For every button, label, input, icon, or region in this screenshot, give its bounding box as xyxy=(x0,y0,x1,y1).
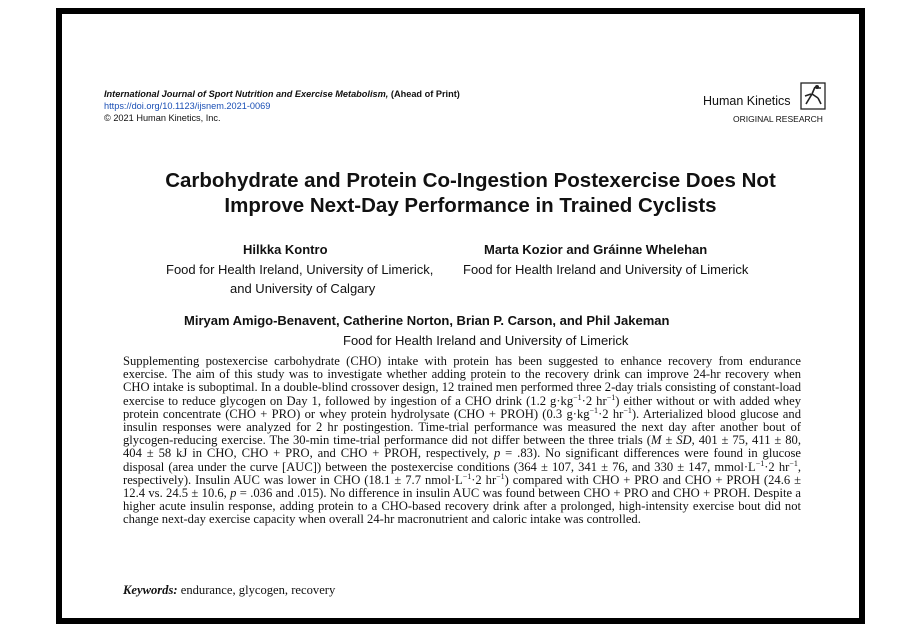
doi-link[interactable]: https://doi.org/10.1123/ijsnem.2021-0069 xyxy=(104,101,271,111)
author: Miryam Amigo-Benavent, Catherine Norton,… xyxy=(184,313,670,328)
superscript: −1 xyxy=(589,405,599,415)
keywords-label: Keywords: xyxy=(123,583,178,597)
title-line: Carbohydrate and Protein Co-Ingestion Po… xyxy=(165,169,776,192)
title-line: Improve Next-Day Performance in Trained … xyxy=(224,194,717,217)
text: ·2 hr xyxy=(764,459,790,474)
affiliation: Food for Health Ireland and University o… xyxy=(343,333,629,348)
page-frame xyxy=(56,8,865,624)
text: , 401 ± 75, 411 ± 80, 404 ± 58 kJ in CHO… xyxy=(123,433,802,461)
affiliation: Food for Health Ireland and University o… xyxy=(463,262,749,277)
text: ·2 hr xyxy=(471,472,497,487)
author: Marta Kozior and Gráinne Whelehan xyxy=(484,242,708,257)
superscript: −1 xyxy=(573,392,582,402)
text: ·2 hr xyxy=(598,406,624,421)
italic: M ± SD xyxy=(650,433,692,448)
text: ·2 hr xyxy=(581,393,607,408)
text: , respectively). Insulin AUC was lower i… xyxy=(123,459,801,487)
publisher: Human Kinetics xyxy=(703,94,791,108)
keywords-text: endurance, glycogen, recovery xyxy=(180,583,336,597)
text: = .036 and .015). No difference in insul… xyxy=(123,486,801,527)
italic: p xyxy=(230,486,237,501)
publisher-logo xyxy=(800,82,826,110)
text: ) either without or with added whey prot… xyxy=(123,393,801,421)
copyright: © 2021 Human Kinetics, Inc. xyxy=(104,113,221,123)
text: ). Arterialized blood glucose and insuli… xyxy=(123,406,801,448)
superscript: −1 xyxy=(462,471,472,481)
journal-status: (Ahead of Print) xyxy=(390,89,460,99)
journal-name: International Journal of Sport Nutrition… xyxy=(104,89,389,99)
journal-line: International Journal of Sport Nutrition… xyxy=(104,89,460,99)
superscript: −1 xyxy=(755,458,765,468)
text: Supplementing postexercise carbohydrate … xyxy=(123,354,801,408)
italic: p xyxy=(493,446,501,461)
affiliation: and University of Calgary xyxy=(230,281,376,296)
affiliation: Food for Health Ireland, University of L… xyxy=(166,262,434,277)
superscript: −1 xyxy=(496,471,505,481)
text: ) compared with CHO + PRO and CHO + PROH… xyxy=(123,472,801,501)
keywords: Keywords: endurance, glycogen, recovery xyxy=(123,583,335,598)
author: Hilkka Kontro xyxy=(243,242,328,257)
abstract: Supplementing postexercise carbohydrate … xyxy=(123,354,802,527)
section-label: ORIGINAL RESEARCH xyxy=(733,114,823,124)
text: = .83). No significant differences were … xyxy=(123,446,801,474)
superscript: −1 xyxy=(789,458,798,468)
superscript: −1 xyxy=(606,392,616,402)
superscript: −1 xyxy=(623,405,632,415)
